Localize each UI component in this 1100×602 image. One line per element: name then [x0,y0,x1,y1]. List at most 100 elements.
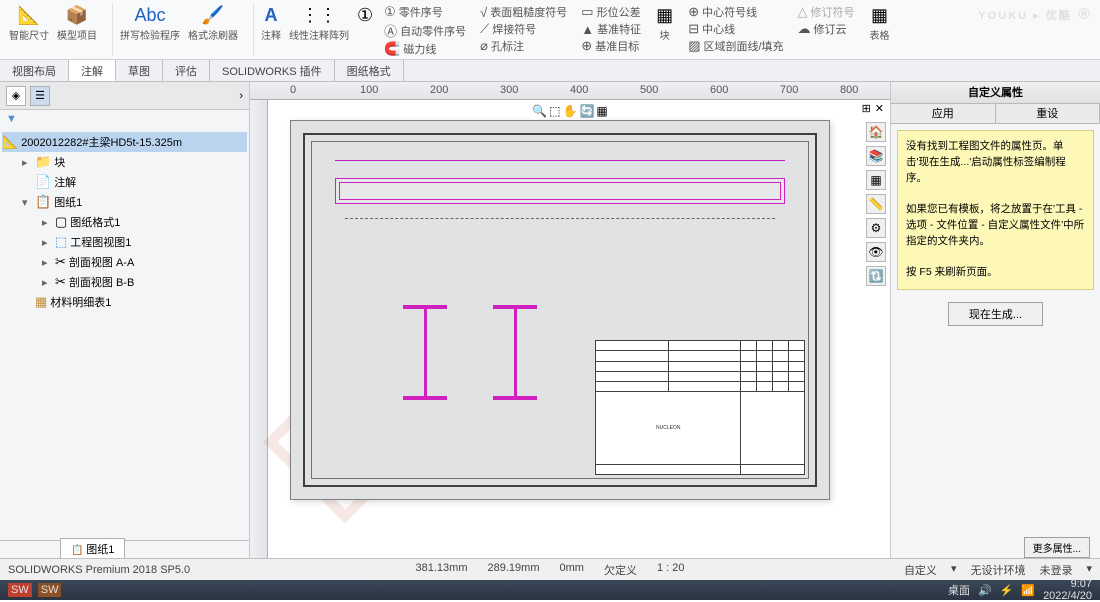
sheet-tabs: 📋 图纸1 [60,538,125,559]
main-beam-view[interactable] [325,160,795,225]
taskbar-date: 2022/4/20 [1043,590,1092,602]
auto-balloon-button[interactable]: ① [356,4,374,28]
command-tabs: 视图布局 注解 草图 评估 SOLIDWORKS 插件 图纸格式 [0,60,1100,82]
more-properties-button[interactable]: 更多属性... [1024,537,1090,558]
tree-root[interactable]: 📐2002012282#主梁HD5t-15.325m [2,132,247,152]
taskbar-app-icon[interactable]: SW [8,583,32,597]
table-button[interactable]: ▦表格 [869,4,891,43]
ruler-horizontal: 0 100 200 300 400 500 600 700 800 [250,82,890,100]
model-items-button[interactable]: 📦模型项目 [56,4,98,43]
rev-cloud-button[interactable]: ☁修订云 [798,21,855,37]
spell-check-button[interactable]: Abc拼写检验程序 [119,4,181,43]
note-button[interactable]: A注释 [260,4,282,43]
status-login[interactable]: 未登录 [1039,562,1072,578]
tree-view1[interactable]: ▸⬚工程图视图1 [42,232,247,252]
display-icon[interactable]: 👁 [866,242,886,262]
centermark-button[interactable]: ⊕中心符号线 [688,4,783,20]
sheet-tab-1[interactable]: 📋 图纸1 [60,538,125,559]
status-x: 381.13mm [416,562,468,578]
tray-icon[interactable]: 🔊 [978,584,992,597]
status-app: SOLIDWORKS Premium 2018 SP5.0 [8,564,190,576]
main-area: ◈ ☰ › ▼ 📐2002012282#主梁HD5t-15.325m ▸📁块 📄… [0,82,1100,558]
ruler-vertical [250,100,268,558]
rev-symbol-button[interactable]: △修订符号 [798,4,855,20]
weld-button[interactable]: ⟋焊接符号 [480,21,567,37]
youku-watermark: YOUKU ▸ 优酷 ® [978,6,1092,24]
pattern-button[interactable]: ⋮⋮线性注释阵列 [288,4,350,43]
grid-icon[interactable]: ▦ [866,170,886,190]
status-env: 无设计环境 [970,562,1025,578]
zoom-area-icon[interactable]: ⬚ [549,104,560,118]
feature-tree-panel: ◈ ☰ › ▼ 📐2002012282#主梁HD5t-15.325m ▸📁块 📄… [0,82,250,558]
tree-expand-icon[interactable]: › [239,90,243,102]
hatch-button[interactable]: ▨区域剖面线/填充 [688,38,783,54]
refresh-icon[interactable]: 🔃 [866,266,886,286]
status-custom[interactable]: 自定义 [904,562,937,578]
taskbar-app-icon[interactable]: SW [38,583,62,597]
drawing-sheet[interactable]: NUCLEON [290,120,830,500]
pan-icon[interactable]: ✋ [563,104,578,118]
datum-target-button[interactable]: ⊕基准目标 [581,38,641,54]
feature-tree: 📐2002012282#主梁HD5t-15.325m ▸📁块 📄注解 ▾📋图纸1… [0,128,249,540]
panel-layout-icon[interactable]: ⊞ [862,102,871,115]
property-panel-title: 自定义属性 [891,82,1100,104]
tree-bom[interactable]: ▦材料明细表1 [22,292,247,312]
drawing-canvas[interactable]: 0 100 200 300 400 500 600 700 800 🔍 ⬚ ✋ … [250,82,890,558]
tree-header: ◈ ☰ › [0,82,249,110]
tree-section-aa[interactable]: ▸✂剖面视图 A-A [42,252,247,272]
tab-sketch[interactable]: 草图 [116,60,163,81]
measure-icon[interactable]: 📏 [866,194,886,214]
taskbar-desktop[interactable]: 桌面 [948,582,970,598]
settings-icon[interactable]: ⚙ [866,218,886,238]
tab-evaluate[interactable]: 评估 [163,60,210,81]
datum-button[interactable]: ▲基准特征 [581,21,641,37]
title-block[interactable]: NUCLEON [595,340,805,475]
property-panel: 自定义属性 应用 重设 没有找到工程图文件的属性页。单击'现在生成...'启动属… [890,82,1100,558]
tree-sheet-format[interactable]: ▸▢图纸格式1 [42,212,247,232]
surface-finish-button[interactable]: √表面粗糙度符号 [480,4,567,20]
view-toolbar: 🔍 ⬚ ✋ 🔄 ▦ [530,102,610,120]
tray-icon[interactable]: ⚡ [1000,584,1014,597]
tab-addins[interactable]: SOLIDWORKS 插件 [210,60,335,81]
ribbon-sep [245,4,254,56]
windows-taskbar: SW SW 桌面 🔊 ⚡ 📶 9:07 2022/4/20 [0,580,1100,600]
block-button[interactable]: ▦块 [655,4,674,43]
filter-icon[interactable]: ▼ [6,113,17,125]
format-painter-button[interactable]: 🖌️格式涂刷器 [187,4,239,43]
status-z: 0mm [559,562,583,578]
tree-blocks[interactable]: ▸📁块 [22,152,247,172]
hole-button[interactable]: ⌀孔标注 [480,38,567,54]
canvas-side-toolbar: 🏠 📚 ▦ 📏 ⚙ 👁 🔃 [866,122,886,286]
generate-now-button[interactable]: 现在生成... [948,302,1043,326]
tab-view-layout[interactable]: 视图布局 [0,60,69,81]
centerline-button[interactable]: ⊟中心线 [688,21,783,37]
status-def: 欠定义 [604,562,637,578]
tab-sheet-format[interactable]: 图纸格式 [335,60,404,81]
auto-balloon-row[interactable]: Ⓐ自动零件序号 [384,21,466,40]
balloon-button[interactable]: ①零件序号 [384,4,466,20]
property-note: 没有找到工程图文件的属性页。单击'现在生成...'启动属性标签编制程序。 如果您… [897,130,1094,290]
panel-close-icon[interactable]: ✕ [875,102,884,115]
magnet-button[interactable]: 🧲磁力线 [384,41,466,57]
tree-annotations[interactable]: 📄注解 [22,172,247,192]
home-icon[interactable]: 🏠 [866,122,886,142]
tray-icon[interactable]: 📶 [1021,584,1035,597]
status-bar: SOLIDWORKS Premium 2018 SP5.0 381.13mm 2… [0,558,1100,580]
section-icon[interactable]: ▦ [596,104,607,118]
ribbon-toolbar: 📐智能尺寸 📦模型项目 Abc拼写检验程序 🖌️格式涂刷器 A注释 ⋮⋮线性注释… [0,0,1100,60]
apply-tab[interactable]: 应用 [891,104,996,123]
layers-icon[interactable]: 📚 [866,146,886,166]
section-view-a[interactable] [395,305,455,400]
tree-section-bb[interactable]: ▸✂剖面视图 B-B [42,272,247,292]
reset-tab[interactable]: 重设 [996,104,1100,123]
tree-sheet1[interactable]: ▾📋图纸1 [22,192,247,212]
zoom-fit-icon[interactable]: 🔍 [532,104,547,118]
ribbon-sep [104,4,113,56]
rotate-icon[interactable]: 🔄 [579,104,594,118]
section-view-b[interactable] [485,305,545,400]
tolerance-button[interactable]: ▭形位公差 [581,4,641,20]
tree-view-icon[interactable]: ◈ [6,86,26,106]
smart-dimension-button[interactable]: 📐智能尺寸 [8,4,50,43]
tab-annotation[interactable]: 注解 [69,60,116,81]
tree-list-icon[interactable]: ☰ [30,86,50,106]
